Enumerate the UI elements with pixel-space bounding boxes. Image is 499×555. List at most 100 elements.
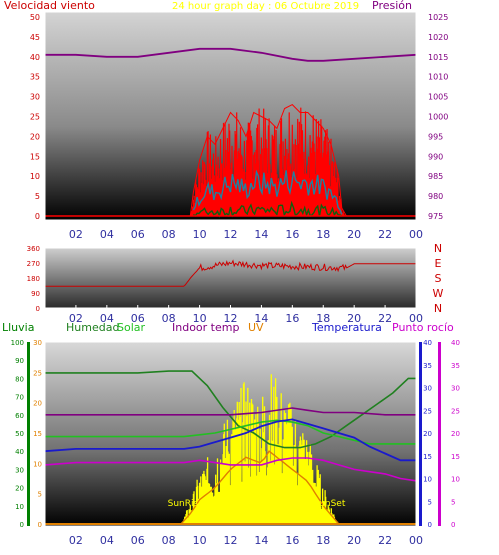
x-tick-label: 12 (224, 228, 238, 241)
rain-axis-label: 90 (15, 357, 24, 365)
dewpoint-axis-label: 15 (451, 453, 460, 461)
x-tick-label: 10 (193, 312, 207, 325)
dewpoint-axis-label: 0 (451, 521, 455, 529)
pressure-axis-label: 1000 (428, 113, 448, 122)
legend-uv: UV (248, 321, 264, 334)
direction-axis-label: 360 (27, 245, 40, 253)
dewpoint-axis-label: 40 (451, 339, 460, 347)
x-tick-label: 10 (193, 228, 207, 241)
temperature-axis-label: 25 (423, 407, 432, 415)
wind-low-series (192, 200, 343, 218)
avg-wind-series (192, 169, 343, 215)
x-tick-label: 08 (162, 534, 176, 547)
wind-axis-label: 20 (30, 132, 40, 141)
x-tick-label: 02 (69, 228, 83, 241)
dewpoint-axis-label: 5 (451, 498, 455, 506)
legend-temperature: Temperatura (311, 321, 382, 334)
x-tick-label: 18 (316, 312, 330, 325)
x-tick-label: 20 (347, 228, 361, 241)
rain-axis-label: 0 (20, 521, 24, 529)
uv-axis-label: 15 (33, 430, 42, 438)
uv-axis-label: 25 (33, 369, 42, 377)
pressure-axis-label: 1015 (428, 53, 448, 62)
temp-axis-bar (419, 342, 422, 526)
sunset-label: SunSet (313, 499, 345, 509)
compass-label: E (435, 257, 442, 270)
wind-axis-label: 40 (30, 53, 40, 62)
x-tick-label: 22 (378, 534, 392, 547)
direction-panel-frame (44, 247, 417, 309)
uv-axis-label: 5 (38, 491, 42, 499)
x-tick-label: 20 (347, 534, 361, 547)
wind-axis-label: 10 (30, 172, 40, 181)
indoor-temp-series (45, 407, 416, 416)
pressure-axis-label: 990 (428, 152, 443, 161)
x-tick-label: 06 (131, 312, 145, 325)
rain-axis-label: 100 (11, 339, 24, 347)
direction-plot-area (45, 248, 416, 308)
temperature-axis-label: 0 (428, 521, 432, 529)
rain-axis-label: 50 (15, 430, 24, 438)
temperature-axis-label: 5 (428, 498, 432, 506)
sunrise-label: SunRise (168, 499, 205, 509)
legend-rain: Lluvia (2, 321, 34, 334)
x-tick-label: 18 (316, 228, 330, 241)
rain-axis-label: 20 (15, 485, 24, 493)
rain-axis-label: 40 (15, 448, 24, 456)
pressure-title: Presión (372, 0, 412, 12)
direction-axis-label: 180 (27, 275, 40, 283)
pressure-axis-label: 1005 (428, 93, 448, 102)
graph-date-title: 24 hour graph day : 06 Octubre 2019 (172, 1, 359, 12)
pressure-axis-label: 1010 (428, 73, 448, 82)
x-tick-label: 08 (162, 312, 176, 325)
x-tick-label: 02 (69, 312, 83, 325)
wind-axis-label: 35 (30, 73, 40, 82)
dewpoint-axis-label: 10 (451, 476, 460, 484)
x-tick-label: 00 (409, 534, 423, 547)
x-tick-label: 12 (224, 534, 238, 547)
pressure-series (45, 47, 417, 62)
x-tick-label: 04 (100, 312, 114, 325)
pressure-axis-label: 975 (428, 212, 443, 221)
x-tick-label: 06 (131, 534, 145, 547)
x-tick-label: 12 (224, 312, 238, 325)
x-tick-label: 16 (285, 312, 299, 325)
x-tick-label: 10 (193, 534, 207, 547)
compass-label: N (434, 242, 442, 255)
temperature-axis-label: 40 (423, 339, 432, 347)
wind-axis-label: 45 (30, 33, 40, 42)
legend-indoor-temp: Indoor temp (172, 321, 239, 334)
x-tick-label: 22 (378, 312, 392, 325)
rain-axis-label: 30 (15, 466, 24, 474)
wind-axis-label: 5 (35, 192, 40, 201)
wind-axis-label: 25 (30, 113, 40, 122)
temperature-axis-label: 30 (423, 385, 432, 393)
direction-axis-label: 90 (31, 290, 40, 298)
uv-axis-label: 30 (33, 339, 42, 347)
x-tick-label: 04 (100, 228, 114, 241)
dewpoint-axis-label: 30 (451, 385, 460, 393)
humidity-series (45, 370, 416, 449)
x-tick-label: 06 (131, 228, 145, 241)
bottom-panel-frame (44, 341, 417, 527)
uv-axis-label: 20 (33, 400, 42, 408)
dewpoint-axis-label: 20 (451, 430, 460, 438)
x-tick-label: 00 (409, 312, 423, 325)
compass-label: S (435, 272, 442, 285)
compass-label: N (434, 302, 442, 315)
wind-axis-label: 0 (35, 212, 40, 221)
x-tick-label: 16 (285, 228, 299, 241)
wind-axis-label: 30 (30, 93, 40, 102)
weather-conditions-chart: 0102030405060708090100051015202530051015… (11, 339, 460, 547)
dewpoint-series (44, 457, 417, 482)
dewpoint-axis-bar (438, 342, 441, 526)
wind-axis-label: 50 (30, 13, 40, 22)
temperature-series (44, 418, 416, 462)
x-tick-label: 02 (69, 534, 83, 547)
rain-axis-label: 70 (15, 394, 24, 402)
x-tick-label: 14 (254, 228, 268, 241)
pressure-axis-label: 1025 (428, 13, 448, 22)
temperature-axis-label: 35 (423, 362, 432, 370)
x-tick-label: 14 (254, 312, 268, 325)
